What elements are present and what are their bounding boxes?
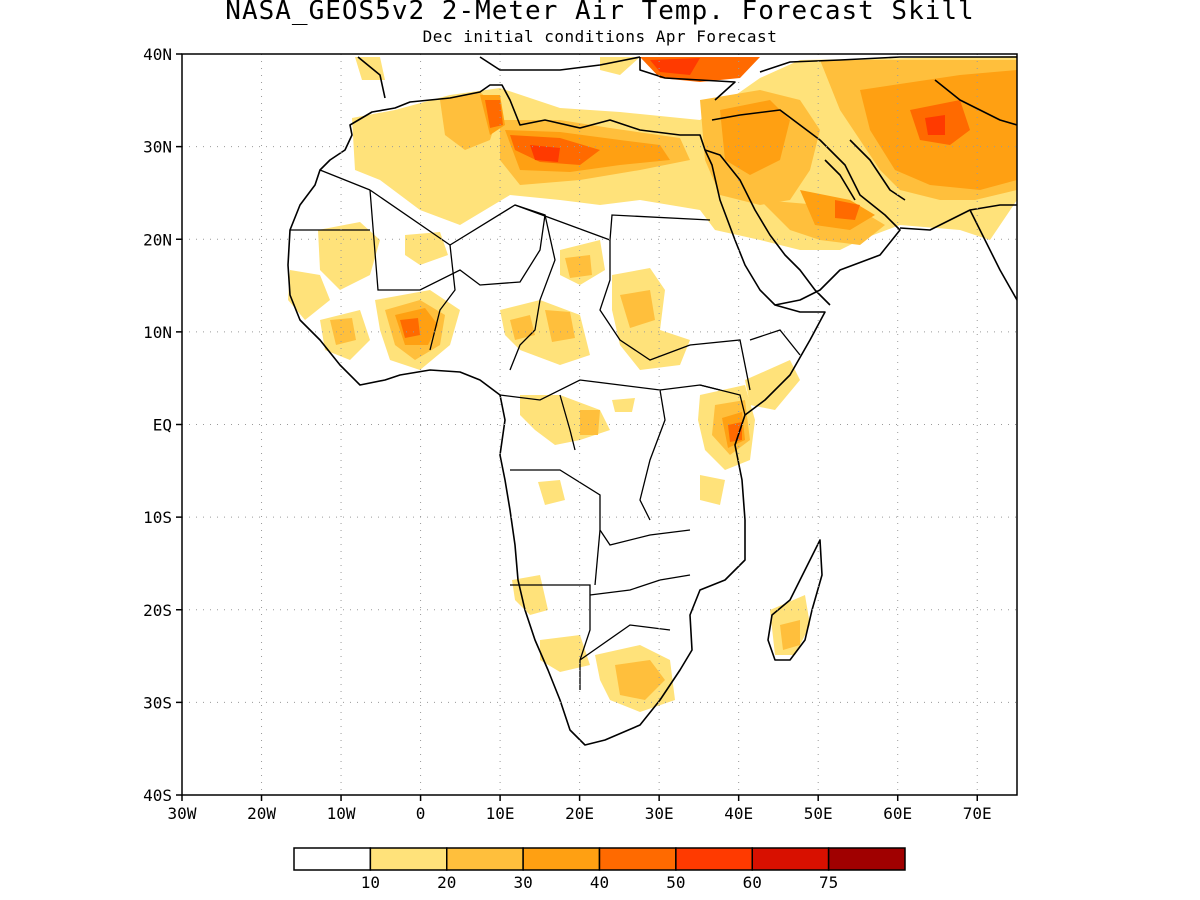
- colorbar-swatch: [293, 847, 372, 871]
- lon-label: 70E: [963, 804, 992, 823]
- lon-label: 20W: [247, 804, 276, 823]
- colorbar-label: 10: [361, 873, 380, 892]
- lat-label: 10S: [143, 508, 172, 527]
- lon-label: 30W: [168, 804, 197, 823]
- colorbar: 10 20 30 40 50 60 75: [293, 847, 906, 892]
- lat-label: 40N: [143, 45, 172, 64]
- colorbar-swatch: [598, 847, 677, 871]
- country-borders: [290, 169, 801, 690]
- lon-label: 60E: [883, 804, 912, 823]
- colorbar-label: 60: [743, 873, 762, 892]
- lon-label: 50E: [804, 804, 833, 823]
- colorbar-swatch: [369, 847, 448, 871]
- lat-label: 20S: [143, 601, 172, 620]
- colorbar-swatch: [827, 847, 906, 871]
- map-subtitle: Dec initial conditions Apr Forecast: [422, 27, 778, 46]
- colorbar-label: 30: [513, 873, 532, 892]
- colorbar-swatch: [675, 847, 753, 871]
- colorbar-swatch: [751, 847, 830, 871]
- coastlines-and-borders: [287, 56, 1017, 746]
- colorbar-swatch: [446, 847, 524, 871]
- latitude-labels: 40N 30N 20N 10N EQ 10S 20S 30S 40S: [143, 45, 182, 805]
- colorbar-label: 50: [666, 873, 685, 892]
- lon-label: 40E: [724, 804, 753, 823]
- lon-label: 10W: [327, 804, 356, 823]
- longitude-labels: 30W 20W 10W 0 10E 20E 30E 40E 50E 60E 70E: [168, 795, 992, 823]
- lat-label: 10N: [143, 323, 172, 342]
- lat-label: 30N: [143, 138, 172, 157]
- skill-shading: [288, 56, 1017, 712]
- lon-label: 0: [416, 804, 426, 823]
- colorbar-label: 40: [590, 873, 609, 892]
- lat-label: EQ: [153, 416, 172, 435]
- map-title: NASA_GEOS5v2 2-Meter Air Temp. Forecast …: [225, 0, 975, 26]
- lat-label: 30S: [143, 693, 172, 712]
- lon-label: 20E: [565, 804, 594, 823]
- lon-label: 30E: [645, 804, 674, 823]
- colorbar-label: 75: [819, 873, 838, 892]
- lon-label: 10E: [486, 804, 515, 823]
- lat-label: 40S: [143, 786, 172, 805]
- colorbar-swatch: [522, 847, 601, 871]
- lat-label: 20N: [143, 230, 172, 249]
- colorbar-label: 20: [437, 873, 456, 892]
